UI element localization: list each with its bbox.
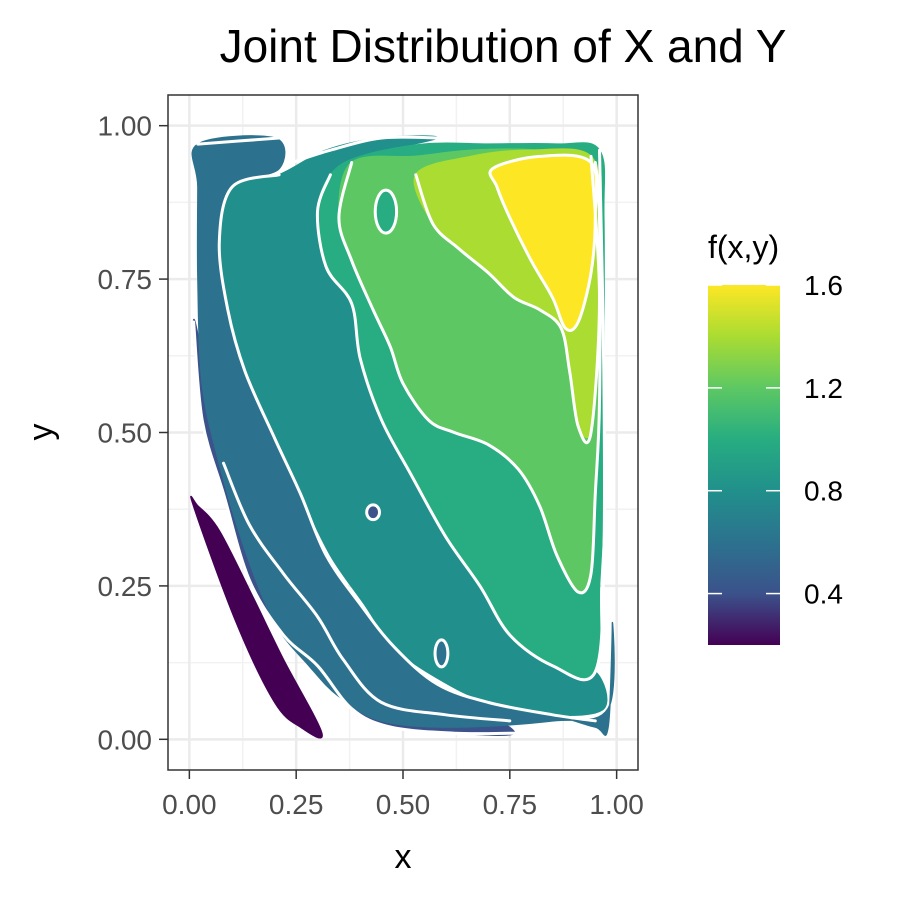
contour-line-1.2 (337, 161, 602, 595)
contour-island-0 (373, 188, 399, 235)
x-tick-label: 0.50 (376, 789, 431, 820)
x-tick-label: 0.25 (269, 789, 324, 820)
y-tick-label: 0.00 (98, 724, 153, 755)
y-axis-title: y (22, 424, 60, 441)
y-tick-label: 0.75 (98, 264, 153, 295)
contour-line-0.6 (196, 136, 281, 146)
contour-island-2 (433, 638, 450, 669)
legend-tick-label: 0.4 (804, 579, 843, 610)
x-tick-label: 1.00 (589, 789, 644, 820)
y-tick-label: 1.00 (98, 111, 153, 142)
y-axis: 0.00 0.25 0.50 0.75 1.00 (98, 111, 168, 755)
legend-colorbar (708, 285, 780, 645)
legend: f(x,y) 0.4 0.8 1.2 1.6 (708, 229, 843, 645)
x-axis-title: x (395, 838, 412, 876)
legend-title: f(x,y) (708, 229, 779, 265)
contour-line-0.6 (222, 461, 512, 723)
contour-line-1.4 (414, 154, 601, 445)
x-tick-label: 0.00 (162, 789, 217, 820)
legend-tick-label: 1.6 (804, 270, 843, 301)
contour-islands (365, 188, 450, 669)
contour-bands (190, 135, 615, 739)
contour-line-1 (315, 148, 607, 682)
legend-ticks: 0.4 0.8 1.2 1.6 (708, 270, 843, 610)
x-axis: 0.00 0.25 0.50 0.75 1.00 (162, 770, 644, 820)
y-tick-label: 0.25 (98, 571, 153, 602)
x-tick-label: 0.75 (483, 789, 538, 820)
contour-line-0.4 (192, 320, 516, 736)
contour-line-0.8 (290, 135, 439, 164)
contour-island-1 (365, 503, 382, 522)
contour-line-0.8 (217, 173, 597, 723)
contour-lines (192, 135, 607, 736)
y-tick-label: 0.50 (98, 418, 153, 449)
contour-band-0.2 (190, 495, 323, 739)
contour-line-1.6 (488, 153, 599, 332)
chart-title: Joint Distribution of X and Y (220, 20, 787, 72)
legend-tick-label: 0.8 (804, 476, 843, 507)
legend-tick-label: 1.2 (804, 373, 843, 404)
